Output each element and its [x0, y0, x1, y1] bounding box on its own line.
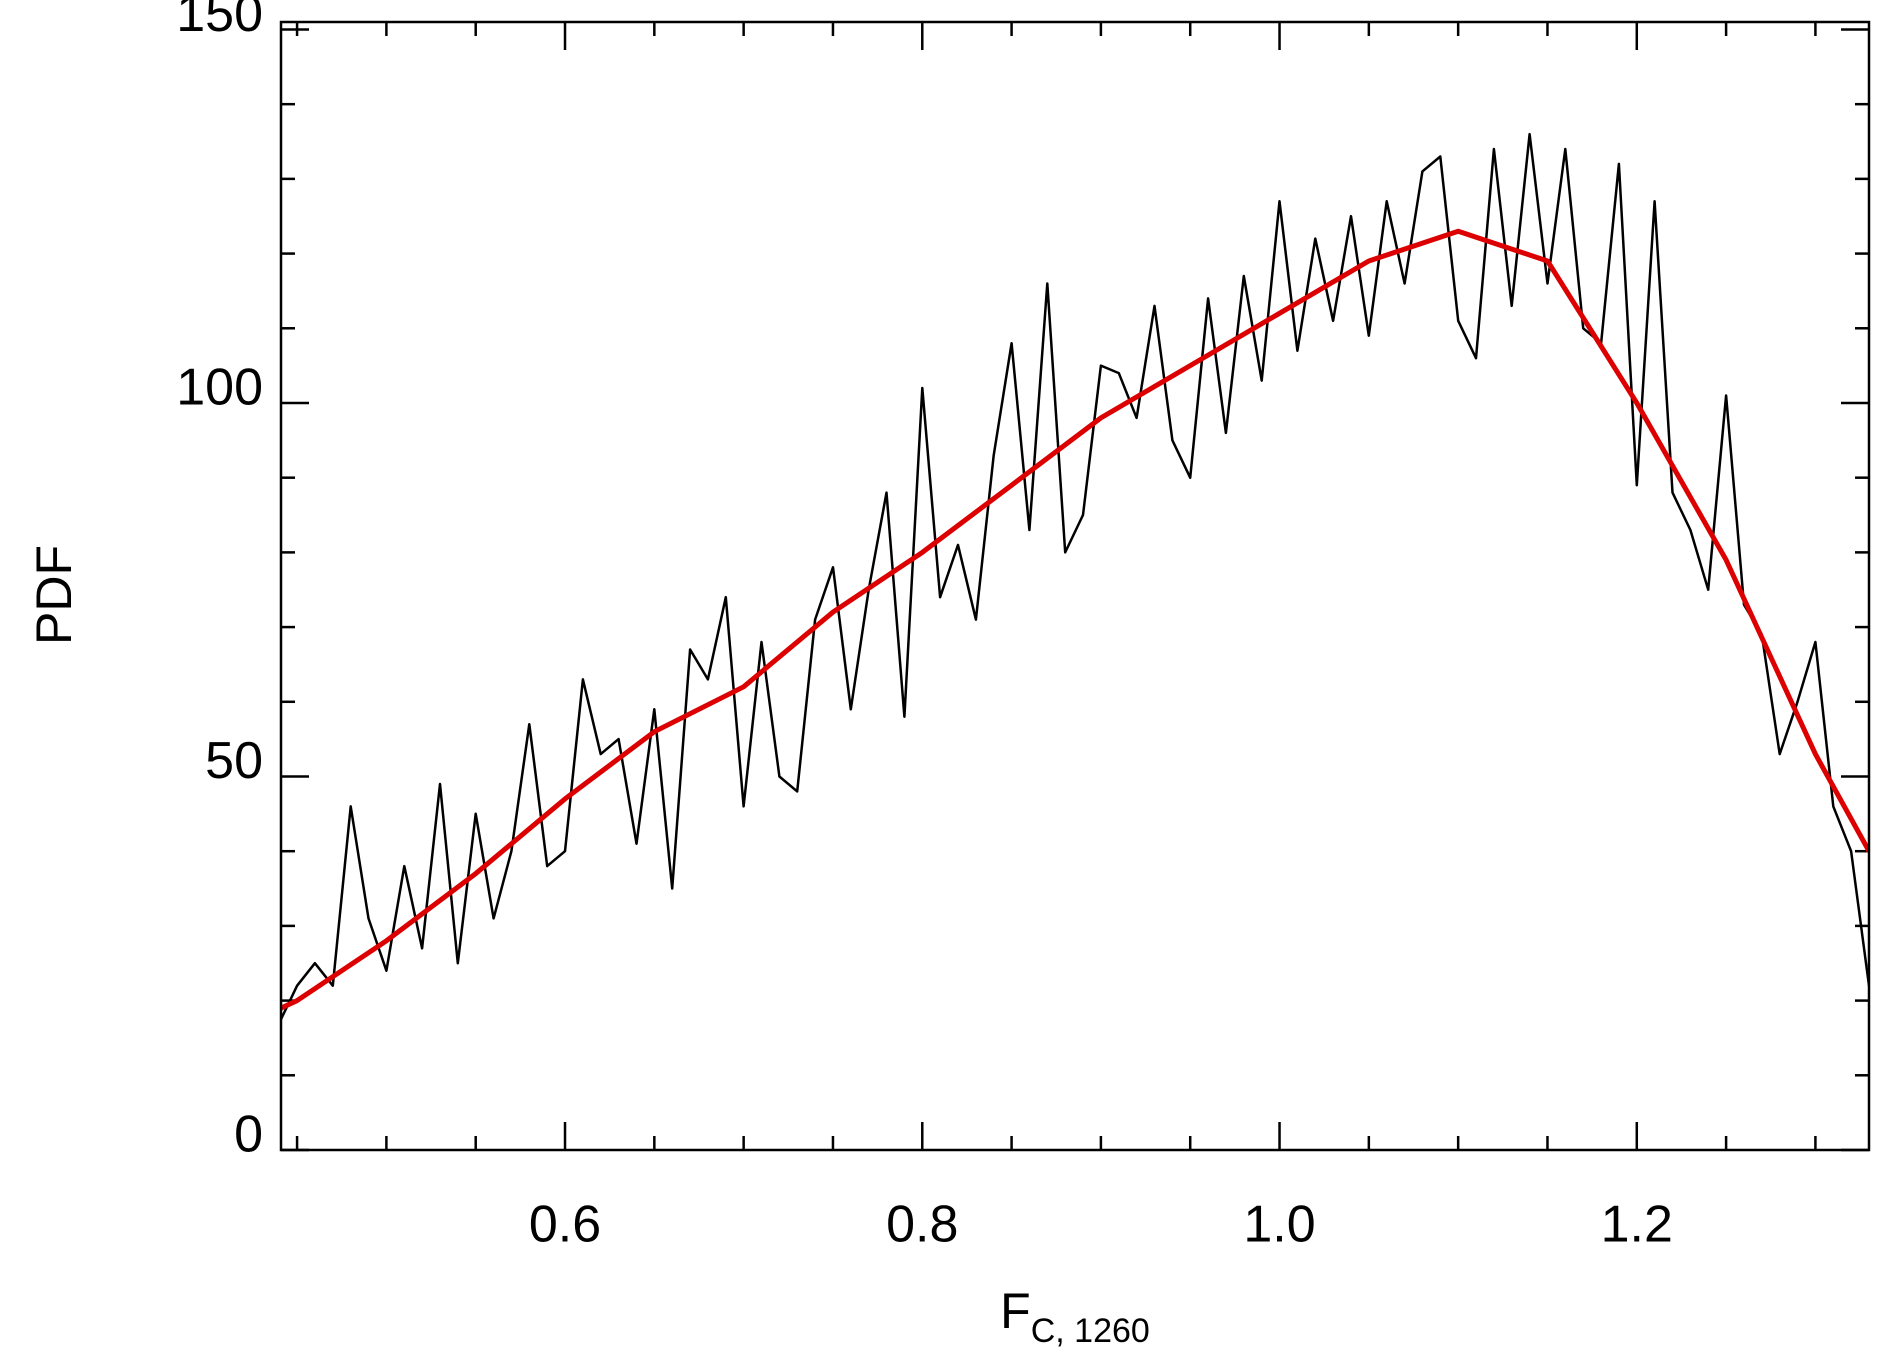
x-label-subscript: C, 1260	[1031, 1312, 1150, 1350]
plot-frame	[279, 20, 1871, 1152]
x-tick-label: 1.0	[1243, 1196, 1315, 1254]
x-tick-label: 0.8	[886, 1196, 958, 1254]
y-tick-label: 150	[176, 0, 263, 43]
data-line	[281, 132, 1869, 1023]
y-tick-label: 50	[205, 732, 263, 790]
x-tick-label: 0.6	[529, 1196, 601, 1254]
y-tick-label: 100	[176, 359, 263, 417]
x-axis-label: FC, 1260	[1000, 1283, 1150, 1350]
x-tick-label: 1.2	[1601, 1196, 1673, 1254]
data-line	[281, 228, 1869, 1011]
y-tick-label: 0	[234, 1106, 263, 1164]
y-axis-label: PDF	[26, 545, 82, 645]
x-label-main: F	[1000, 1283, 1031, 1339]
